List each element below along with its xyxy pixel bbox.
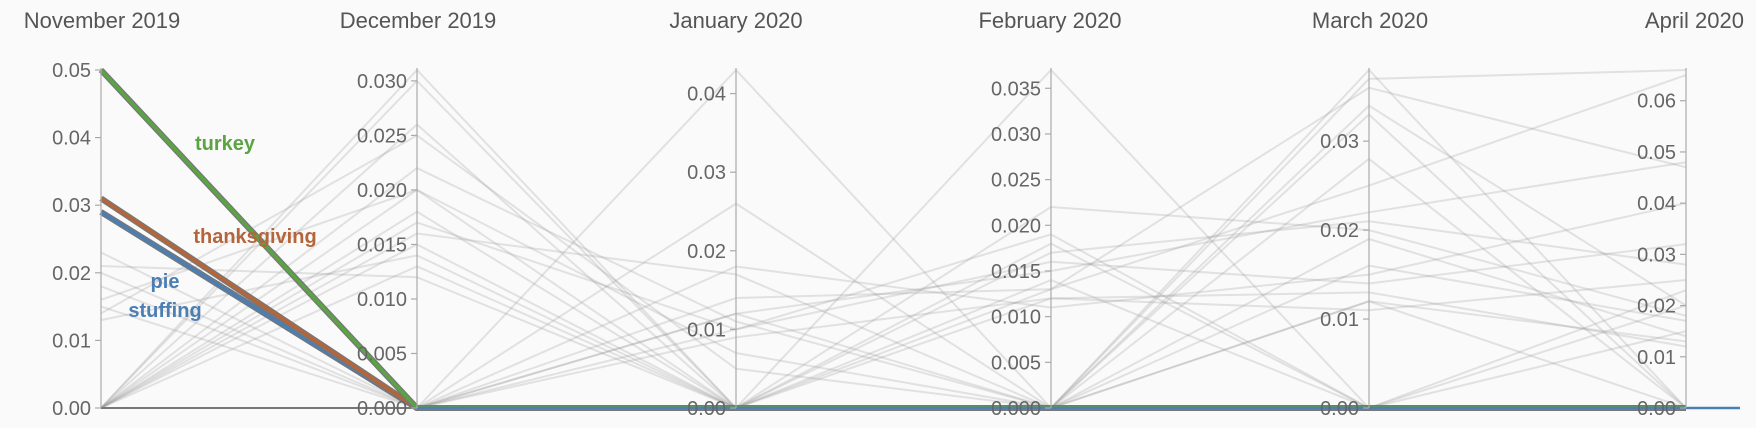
tick-label: 0.03: [687, 162, 726, 184]
background-series-line: [101, 291, 1687, 409]
tick-label: 0.02: [1637, 296, 1676, 318]
tick-label: 0.05: [1637, 142, 1676, 164]
series-label-pie: pie: [151, 271, 180, 293]
tick-label: 0.010: [991, 307, 1041, 329]
tick-label: 0.015: [357, 234, 407, 256]
background-series-line: [100, 285, 1687, 410]
tick-label: 0.030: [991, 124, 1041, 146]
tick-label: 0.02: [52, 263, 91, 285]
tick-label: 0.025: [357, 125, 407, 147]
tick-label: 0.030: [357, 71, 407, 93]
tick-label: 0.035: [991, 78, 1041, 100]
tick-label: 0.02: [687, 241, 726, 263]
axis-2: January 2020 0.00 0.01 0.02 0.03 0.04: [669, 8, 802, 420]
highlighted-lines: [98, 67, 1740, 411]
axes: November 2019 0.00 0.01 0.02 0.03 0.04 0.05 Dec…: [24, 8, 1744, 420]
axis-3: February 2020 0.000 0.005 0.010 0.015 0.020 0.…: [978, 8, 1121, 420]
background-series-line: [100, 205, 1687, 409]
tick-label: 0.04: [52, 128, 91, 150]
axis-title: December 2019: [340, 8, 497, 33]
axis-1: December 2019 0.000 0.005 0.010 0.015 0.020 0.…: [340, 8, 497, 420]
tick-label: 0.015: [991, 261, 1041, 283]
series-label-thanksgiving: thanksgiving: [193, 226, 316, 248]
tick-label: 0.000: [991, 398, 1041, 420]
tick-label: 0.01: [1637, 347, 1676, 369]
background-series-line: [100, 166, 1687, 410]
background-series-line: [100, 157, 1687, 409]
tick-label: 0.025: [991, 170, 1041, 192]
series-label-turkey: turkey: [195, 133, 256, 155]
axis-title: March 2020: [1312, 8, 1428, 33]
axis-title: April 2020: [1645, 8, 1744, 33]
tick-label: 0.000: [357, 398, 407, 420]
tick-label: 0.04: [1637, 193, 1676, 215]
axis-title: January 2020: [669, 8, 802, 33]
tick-label: 0.020: [357, 180, 407, 202]
tick-label: 0.00: [687, 398, 726, 420]
tick-label: 0.04: [687, 84, 726, 106]
axis-title: November 2019: [24, 8, 181, 33]
tick-label: 0.05: [52, 60, 91, 82]
tick-label: 0.005: [991, 352, 1041, 374]
axis-4: March 2020 0.00 0.01 0.02 0.03: [1312, 8, 1428, 420]
series-labels: turkey thanksgiving pie stuffing: [128, 133, 316, 322]
tick-label: 0.010: [357, 289, 407, 311]
tick-label: 0.03: [1637, 244, 1676, 266]
tick-label: 0.00: [1320, 398, 1359, 420]
tick-label: 0.005: [357, 343, 407, 365]
tick-label: 0.03: [52, 195, 91, 217]
tick-label: 0.020: [991, 215, 1041, 237]
tick-label: 0.02: [1320, 220, 1359, 242]
axis-title: February 2020: [978, 8, 1121, 33]
tick-label: 0.03: [1320, 131, 1359, 153]
tick-label: 0.06: [1637, 91, 1676, 113]
axis-0: November 2019 0.00 0.01 0.02 0.03 0.04 0.05: [24, 8, 181, 420]
background-series-line: [100, 202, 1687, 410]
tick-label: 0.00: [52, 398, 91, 420]
tick-label: 0.01: [52, 330, 91, 352]
tick-label: 0.00: [1637, 398, 1676, 420]
axis-5: April 2020 0.00 0.01 0.02 0.03 0.04 0.05 0.06: [1637, 8, 1744, 420]
background-series-line: [100, 221, 1687, 409]
tick-label: 0.01: [687, 319, 726, 341]
tick-label: 0.01: [1320, 309, 1359, 331]
series-label-stuffing: stuffing: [128, 300, 201, 322]
